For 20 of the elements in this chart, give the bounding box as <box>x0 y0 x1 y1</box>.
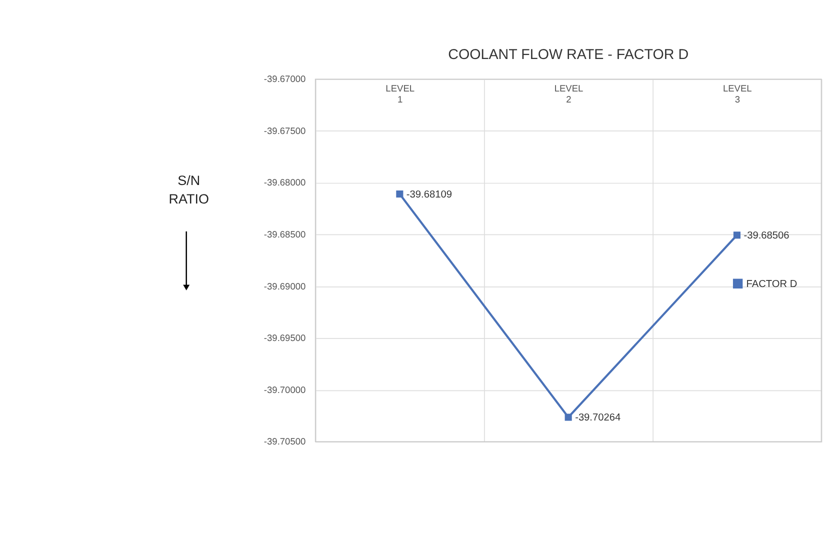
y-tick-label: -39.69000 <box>264 281 306 292</box>
data-label: -39.70264 <box>575 412 621 424</box>
x-tick-label: LEVEL 1 <box>386 83 415 104</box>
y-tick-label: -39.67000 <box>264 74 306 84</box>
y-tick-label: -39.70500 <box>264 436 306 447</box>
y-axis-title: S/N RATIO <box>168 172 209 206</box>
y-tick-label: -39.68000 <box>264 178 306 188</box>
chart-title: COOLANT FLOW RATE - FACTOR D <box>448 46 689 63</box>
point <box>396 190 404 198</box>
point <box>733 232 740 239</box>
y-tick-label: -39.68500 <box>264 229 306 240</box>
y-tick-label: -39.67500 <box>264 126 306 136</box>
legend-label: FACTOR D <box>746 278 798 290</box>
x-tick-label: LEVEL 2 <box>554 83 584 104</box>
y-tick-label: -39.70000 <box>264 384 306 395</box>
data-label: -39.68506 <box>744 230 790 242</box>
point <box>564 414 572 421</box>
data-label: -39.68109 <box>406 189 452 200</box>
y-tick-label: -39.69500 <box>264 333 306 344</box>
x-tick-label: LEVEL 3 <box>722 83 752 104</box>
